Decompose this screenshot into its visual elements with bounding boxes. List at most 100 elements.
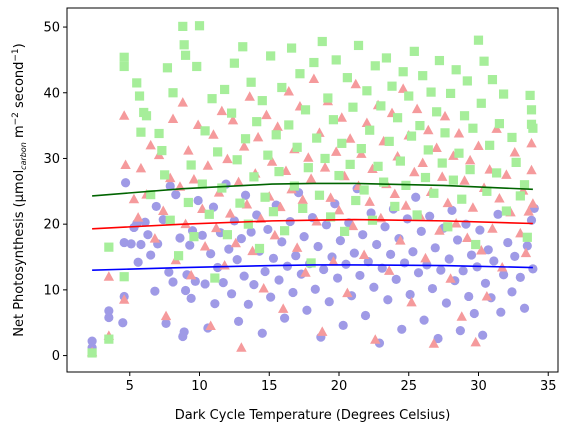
data-point-square <box>238 42 248 52</box>
data-point-square <box>443 222 453 232</box>
data-point-square <box>119 61 129 72</box>
data-point-square <box>312 133 322 143</box>
data-point-square <box>448 175 458 185</box>
data-point-circle <box>233 316 244 327</box>
data-point-square <box>515 191 525 201</box>
data-point-circle <box>200 279 210 289</box>
data-point-circle <box>360 310 371 321</box>
data-point-circle <box>480 278 491 288</box>
data-point-square <box>183 197 193 208</box>
data-point-square <box>309 57 319 68</box>
data-point-triangle <box>272 121 283 131</box>
data-point-circle <box>399 258 410 268</box>
data-point-circle <box>260 266 270 277</box>
data-point-triangle <box>269 229 281 240</box>
data-point-circle <box>444 254 454 264</box>
data-point-triangle <box>222 153 233 164</box>
y-axis-label: Net Photosynthesis (μmolcarbon m−2 secon… <box>11 43 28 337</box>
data-point-square <box>146 189 156 200</box>
data-point-circle <box>104 312 114 323</box>
data-point-triangle <box>442 197 454 208</box>
data-point-triangle <box>439 110 451 121</box>
data-point-circle <box>185 240 195 250</box>
data-point-circle <box>397 324 407 334</box>
data-point-square <box>387 81 397 91</box>
data-point-circle <box>464 291 474 302</box>
x-tick-label: 10 <box>191 379 208 394</box>
data-point-square <box>292 142 302 152</box>
y-tick-label: 40 <box>43 86 60 101</box>
y-tick-label: 50 <box>43 21 60 36</box>
data-point-circle <box>168 277 178 287</box>
data-point-circle <box>210 299 220 309</box>
data-point-circle <box>266 292 276 302</box>
data-point-square <box>381 53 392 63</box>
data-point-square <box>220 84 230 95</box>
data-point-circle <box>193 195 203 206</box>
data-point-triangle <box>445 273 456 283</box>
y-tick-label: 30 <box>43 152 60 167</box>
data-point-circle <box>285 216 295 227</box>
data-point-circle <box>164 267 174 277</box>
data-point-circle <box>338 320 348 330</box>
data-point-square <box>268 207 279 217</box>
data-point-circle <box>419 315 429 325</box>
data-point-square <box>232 155 242 165</box>
data-point-square <box>260 192 270 202</box>
data-point-square <box>326 212 336 222</box>
data-point-square <box>284 120 294 130</box>
data-point-circle <box>268 253 279 263</box>
data-point-square <box>254 243 265 254</box>
data-point-square <box>401 180 411 191</box>
data-point-circle <box>319 264 329 275</box>
data-point-circle <box>232 255 242 265</box>
data-point-square <box>320 153 330 164</box>
data-point-square <box>473 35 484 45</box>
data-point-triangle <box>167 113 179 124</box>
data-point-square <box>454 148 464 158</box>
data-point-triangle <box>434 225 445 235</box>
data-point-circle <box>179 327 189 337</box>
data-point-triangle <box>487 223 498 233</box>
data-point-circle <box>522 241 532 251</box>
data-point-square <box>280 226 290 236</box>
data-point-square <box>465 165 475 175</box>
data-point-circle <box>405 289 415 300</box>
data-point-square <box>420 172 431 183</box>
data-point-triangle <box>266 156 278 166</box>
data-point-square <box>136 127 146 137</box>
data-point-triangle <box>303 152 314 162</box>
data-point-circle <box>299 232 309 242</box>
data-point-triangle <box>453 127 465 138</box>
data-point-circle <box>120 178 131 188</box>
x-tick-label: 15 <box>261 379 278 394</box>
data-point-circle <box>257 328 267 338</box>
data-point-triangle <box>225 208 236 218</box>
data-point-square <box>210 273 220 283</box>
data-point-circle <box>243 299 253 309</box>
data-point-triangle <box>344 133 356 143</box>
data-point-square <box>154 128 164 139</box>
data-point-triangle <box>202 160 214 170</box>
data-point-square <box>434 55 445 66</box>
data-point-square <box>342 73 352 83</box>
data-point-square <box>482 186 492 196</box>
data-point-triangle <box>291 242 303 252</box>
data-point-circle <box>151 201 161 212</box>
data-point-square <box>328 115 339 125</box>
data-point-square <box>180 50 191 60</box>
data-point-circle <box>239 271 249 281</box>
data-point-circle <box>391 274 401 284</box>
data-point-square <box>243 219 253 229</box>
data-point-circle <box>249 280 259 290</box>
data-point-square <box>519 180 530 190</box>
data-point-circle <box>349 248 359 258</box>
data-point-square <box>437 158 447 168</box>
data-point-circle <box>206 249 216 259</box>
data-point-triangle <box>128 193 140 204</box>
data-point-square <box>404 91 414 101</box>
data-point-circle <box>489 256 499 266</box>
data-point-square <box>331 55 341 65</box>
